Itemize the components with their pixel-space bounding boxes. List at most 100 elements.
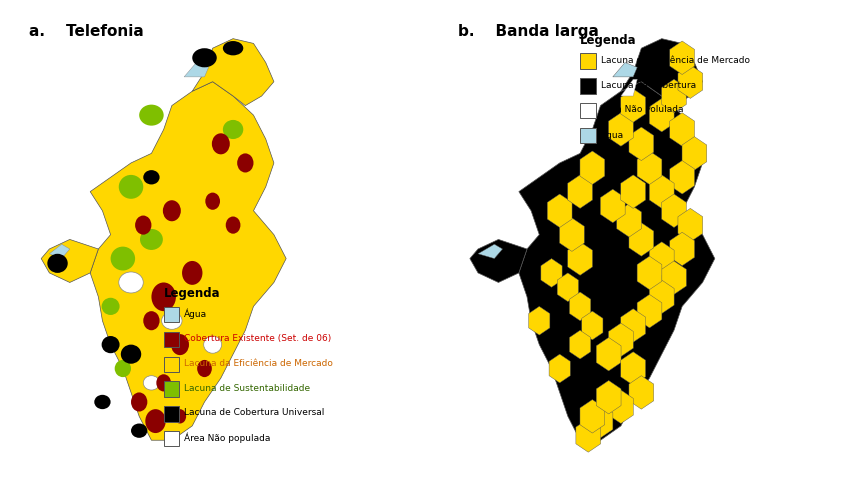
Polygon shape: [595, 380, 620, 414]
Polygon shape: [569, 292, 590, 321]
Ellipse shape: [204, 336, 222, 353]
Polygon shape: [636, 256, 661, 290]
Ellipse shape: [223, 41, 243, 55]
Circle shape: [174, 409, 186, 423]
Polygon shape: [608, 390, 633, 423]
Bar: [579, 53, 595, 69]
Text: Legenda: Legenda: [164, 287, 220, 300]
Bar: [164, 332, 179, 347]
Polygon shape: [548, 354, 570, 383]
Polygon shape: [648, 99, 673, 132]
Polygon shape: [648, 280, 673, 314]
Bar: [164, 357, 179, 372]
Text: Lacuna de Cobertura: Lacuna de Cobertura: [600, 81, 695, 90]
Text: Água: Água: [600, 129, 623, 140]
Polygon shape: [620, 175, 645, 208]
Polygon shape: [669, 232, 693, 266]
Ellipse shape: [119, 272, 143, 293]
Ellipse shape: [114, 360, 131, 377]
Text: Cobertura Existente (Set. de 06): Cobertura Existente (Set. de 06): [184, 334, 331, 343]
Bar: [579, 78, 595, 94]
Polygon shape: [648, 242, 673, 275]
Ellipse shape: [119, 175, 143, 199]
Polygon shape: [661, 194, 686, 228]
Ellipse shape: [161, 312, 182, 329]
Ellipse shape: [47, 254, 67, 273]
Circle shape: [197, 360, 212, 377]
Polygon shape: [669, 41, 693, 75]
Polygon shape: [608, 323, 633, 357]
Ellipse shape: [120, 345, 141, 364]
Circle shape: [171, 334, 189, 355]
Ellipse shape: [140, 229, 163, 250]
Bar: [164, 381, 179, 397]
Circle shape: [151, 282, 176, 311]
Circle shape: [145, 409, 165, 433]
Bar: [164, 307, 179, 322]
Text: Água: Água: [184, 308, 207, 319]
Polygon shape: [628, 375, 653, 409]
Polygon shape: [661, 79, 686, 113]
Polygon shape: [677, 208, 702, 242]
Bar: [579, 128, 595, 143]
Ellipse shape: [143, 170, 160, 184]
Polygon shape: [620, 89, 645, 123]
Polygon shape: [661, 261, 686, 294]
Bar: [164, 431, 179, 446]
Polygon shape: [600, 189, 624, 223]
Polygon shape: [636, 151, 661, 184]
Circle shape: [131, 392, 148, 411]
Circle shape: [135, 216, 151, 235]
Polygon shape: [620, 309, 645, 342]
Circle shape: [212, 133, 229, 154]
Circle shape: [205, 193, 220, 210]
Polygon shape: [628, 127, 653, 160]
Circle shape: [237, 153, 253, 172]
Ellipse shape: [223, 120, 243, 139]
Polygon shape: [682, 136, 706, 170]
Circle shape: [182, 261, 202, 285]
Polygon shape: [528, 306, 549, 335]
Polygon shape: [547, 194, 572, 228]
Text: Área Não Polulada: Área Não Polulada: [600, 106, 682, 115]
Polygon shape: [41, 240, 98, 282]
Ellipse shape: [102, 298, 119, 315]
Polygon shape: [669, 160, 693, 194]
Polygon shape: [628, 223, 653, 256]
Polygon shape: [540, 258, 561, 287]
Polygon shape: [567, 242, 592, 275]
Polygon shape: [620, 79, 636, 96]
Polygon shape: [519, 82, 714, 440]
Polygon shape: [579, 399, 604, 433]
Text: a.    Telefonia: a. Telefonia: [29, 24, 143, 39]
Polygon shape: [575, 419, 600, 452]
Text: Lacuna de Cobertura Universal: Lacuna de Cobertura Universal: [184, 408, 324, 417]
Polygon shape: [567, 175, 592, 208]
Text: Lacuna de Sustentabilidade: Lacuna de Sustentabilidade: [184, 383, 310, 392]
Text: b.    Banda larga: b. Banda larga: [457, 24, 598, 39]
Polygon shape: [478, 244, 502, 258]
Ellipse shape: [139, 105, 164, 125]
Polygon shape: [184, 63, 208, 77]
Ellipse shape: [131, 423, 148, 438]
Polygon shape: [588, 404, 612, 438]
Polygon shape: [620, 352, 645, 385]
Polygon shape: [192, 39, 274, 106]
Circle shape: [225, 217, 241, 234]
Circle shape: [143, 311, 160, 330]
Circle shape: [163, 200, 181, 221]
Polygon shape: [581, 311, 602, 340]
Polygon shape: [616, 204, 641, 237]
Polygon shape: [669, 113, 693, 146]
Text: Lacuna de Eficiência de Mercado: Lacuna de Eficiência de Mercado: [600, 56, 749, 65]
Ellipse shape: [143, 375, 160, 390]
Polygon shape: [636, 294, 661, 328]
Polygon shape: [569, 330, 590, 359]
Polygon shape: [579, 151, 604, 184]
Text: Legenda: Legenda: [579, 34, 636, 47]
Polygon shape: [49, 244, 70, 258]
Circle shape: [156, 374, 171, 391]
Polygon shape: [677, 65, 702, 99]
Ellipse shape: [192, 48, 217, 67]
Ellipse shape: [111, 247, 135, 270]
